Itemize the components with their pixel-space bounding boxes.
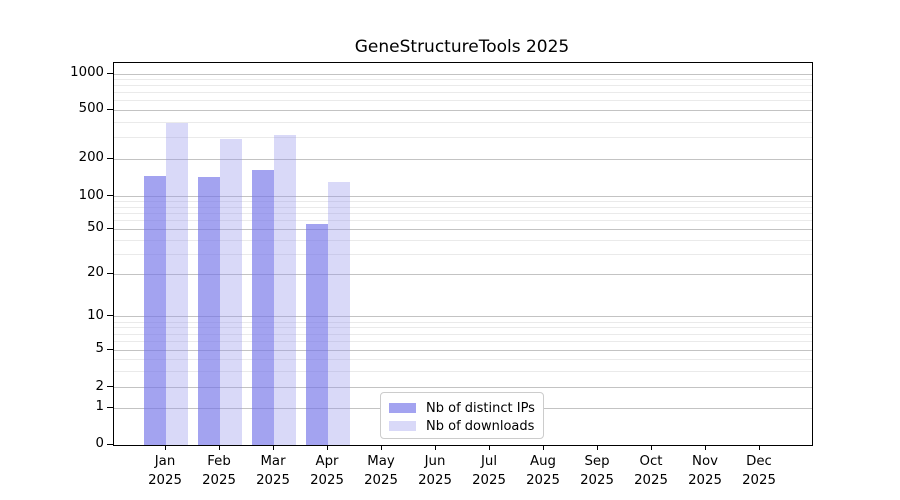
- gridline-major: [114, 387, 812, 389]
- y-tick-label: 50: [87, 220, 104, 236]
- x-tick-label-jul: Jul 2025: [472, 454, 506, 488]
- gridline-minor: [114, 253, 812, 255]
- y-tick-mark: [107, 348, 113, 350]
- gridline-minor: [114, 370, 812, 372]
- gridline-minor: [114, 220, 812, 222]
- gridline-major: [114, 228, 812, 230]
- x-tick-label-aug: Aug 2025: [526, 454, 560, 488]
- bar-downloads-mar: [274, 135, 296, 445]
- y-tick-mark: [107, 315, 113, 317]
- y-tick-mark: [107, 72, 113, 74]
- legend-item-distinct-ips: Nb of distinct IPs: [389, 399, 535, 417]
- gridline-major: [114, 158, 812, 160]
- x-tick-mark: [218, 445, 220, 450]
- y-tick-label: 500: [78, 101, 104, 117]
- x-tick-mark: [272, 445, 274, 450]
- gridline-minor: [114, 212, 812, 214]
- x-tick-mark: [704, 445, 706, 450]
- y-tick-label: 200: [78, 150, 104, 166]
- gridline-minor: [114, 327, 812, 329]
- legend-swatch-distinct-ips: [389, 403, 416, 413]
- legend-item-downloads: Nb of downloads: [389, 417, 535, 435]
- legend-swatch-downloads: [389, 421, 416, 431]
- gridline-minor: [114, 358, 812, 360]
- y-tick-mark: [107, 157, 113, 159]
- y-tick-mark: [107, 406, 113, 408]
- gridline-minor: [114, 206, 812, 208]
- bar-downloads-jan: [166, 123, 188, 445]
- x-tick-mark: [326, 445, 328, 450]
- x-tick-mark: [488, 445, 490, 450]
- x-tick-label-mar: Mar 2025: [256, 454, 290, 488]
- gridline-minor: [114, 201, 812, 203]
- gridline-major: [114, 273, 812, 275]
- y-tick-label: 5: [95, 341, 104, 357]
- gridline-major: [114, 349, 812, 351]
- y-tick-label: 20: [87, 265, 104, 281]
- y-tick-label: 1000: [70, 65, 104, 81]
- x-tick-label-oct: Oct 2025: [634, 454, 668, 488]
- bar-distinct-ips-mar: [252, 170, 274, 445]
- y-tick-mark: [107, 195, 113, 197]
- bar-downloads-apr: [328, 181, 350, 445]
- x-tick-mark: [650, 445, 652, 450]
- x-tick-mark: [164, 445, 166, 450]
- x-tick-mark: [596, 445, 598, 450]
- x-tick-mark: [434, 445, 436, 450]
- gridline-minor: [114, 85, 812, 87]
- gridline-minor: [114, 121, 812, 123]
- gridline-minor: [114, 341, 812, 343]
- gridline-minor: [114, 79, 812, 81]
- y-tick-mark: [107, 227, 113, 229]
- y-tick-label: 10: [87, 307, 104, 323]
- y-tick-label: 0: [95, 436, 104, 451]
- gridline-minor: [114, 321, 812, 323]
- bar-distinct-ips-apr: [306, 223, 328, 445]
- x-tick-label-jun: Jun 2025: [418, 454, 452, 488]
- x-tick-label-dec: Dec 2025: [742, 454, 776, 488]
- bar-distinct-ips-feb: [198, 177, 220, 445]
- bar-distinct-ips-jan: [144, 176, 166, 445]
- y-tick-mark: [107, 108, 113, 110]
- legend-label-distinct-ips: Nb of distinct IPs: [426, 400, 535, 416]
- x-tick-label-nov: Nov 2025: [688, 454, 722, 488]
- gridline-major: [114, 316, 812, 318]
- legend-label-downloads: Nb of downloads: [426, 418, 535, 434]
- x-tick-mark: [758, 445, 760, 450]
- chart-layers: [114, 63, 812, 445]
- x-tick-mark: [380, 445, 382, 450]
- bar-downloads-feb: [220, 139, 242, 445]
- x-tick-label-sep: Sep 2025: [580, 454, 614, 488]
- x-tick-mark: [542, 445, 544, 450]
- gridline-minor: [114, 333, 812, 335]
- gridline-major: [114, 109, 812, 111]
- chart-title: GeneStructureTools 2025: [354, 37, 570, 57]
- x-tick-label-feb: Feb 2025: [202, 454, 236, 488]
- gridline-minor: [114, 137, 812, 139]
- gridline-major: [114, 73, 812, 75]
- y-tick-mark: [107, 386, 113, 388]
- gridline-minor: [114, 100, 812, 102]
- plot-area: Nb of distinct IPs Nb of downloads: [113, 62, 813, 446]
- chart-legend: Nb of distinct IPs Nb of downloads: [380, 392, 544, 439]
- y-tick-label: 100: [78, 187, 104, 203]
- y-tick-label: 2: [95, 378, 104, 394]
- gridline-major: [114, 196, 812, 198]
- y-tick-mark: [107, 443, 113, 445]
- x-tick-label-apr: Apr 2025: [310, 454, 344, 488]
- y-tick-label: 1: [95, 399, 104, 415]
- x-tick-label-may: May 2025: [364, 454, 398, 488]
- x-tick-label-jan: Jan 2025: [148, 454, 182, 488]
- gridline-minor: [114, 92, 812, 94]
- y-tick-mark: [107, 272, 113, 274]
- gridline-minor: [114, 239, 812, 241]
